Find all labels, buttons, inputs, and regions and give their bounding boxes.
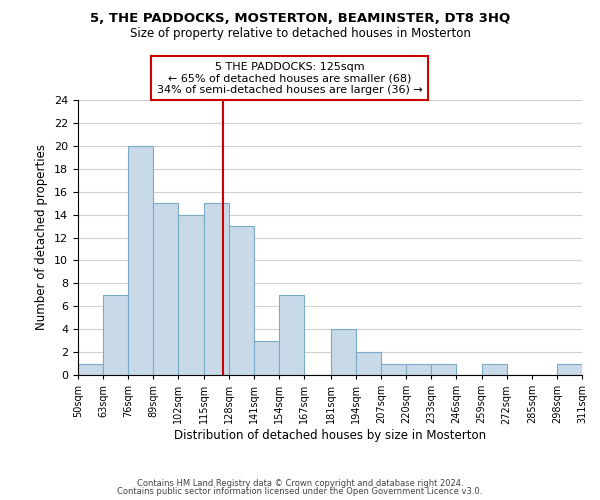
Bar (431, 364, 457, 375)
Bar (381, 364, 406, 375)
Bar (406, 364, 431, 375)
Bar (279, 295, 304, 375)
Text: Contains public sector information licensed under the Open Government Licence v3: Contains public sector information licen… (118, 487, 482, 496)
Bar (254, 340, 279, 375)
Y-axis label: Number of detached properties: Number of detached properties (35, 144, 49, 330)
Bar (229, 226, 254, 375)
Bar (482, 364, 506, 375)
Text: Size of property relative to detached houses in Mosterton: Size of property relative to detached ho… (130, 28, 470, 40)
Bar (203, 203, 229, 375)
Text: 5, THE PADDOCKS, MOSTERTON, BEAMINSTER, DT8 3HQ: 5, THE PADDOCKS, MOSTERTON, BEAMINSTER, … (90, 12, 510, 26)
Text: 5 THE PADDOCKS: 125sqm
← 65% of detached houses are smaller (68)
34% of semi-det: 5 THE PADDOCKS: 125sqm ← 65% of detached… (157, 62, 422, 94)
Bar (557, 364, 582, 375)
Bar (178, 214, 203, 375)
Bar (78, 364, 103, 375)
Bar (331, 329, 356, 375)
Bar (356, 352, 381, 375)
X-axis label: Distribution of detached houses by size in Mosterton: Distribution of detached houses by size … (174, 429, 486, 442)
Text: Contains HM Land Registry data © Crown copyright and database right 2024.: Contains HM Land Registry data © Crown c… (137, 478, 463, 488)
Bar (103, 295, 128, 375)
Bar (154, 203, 178, 375)
Bar (128, 146, 154, 375)
